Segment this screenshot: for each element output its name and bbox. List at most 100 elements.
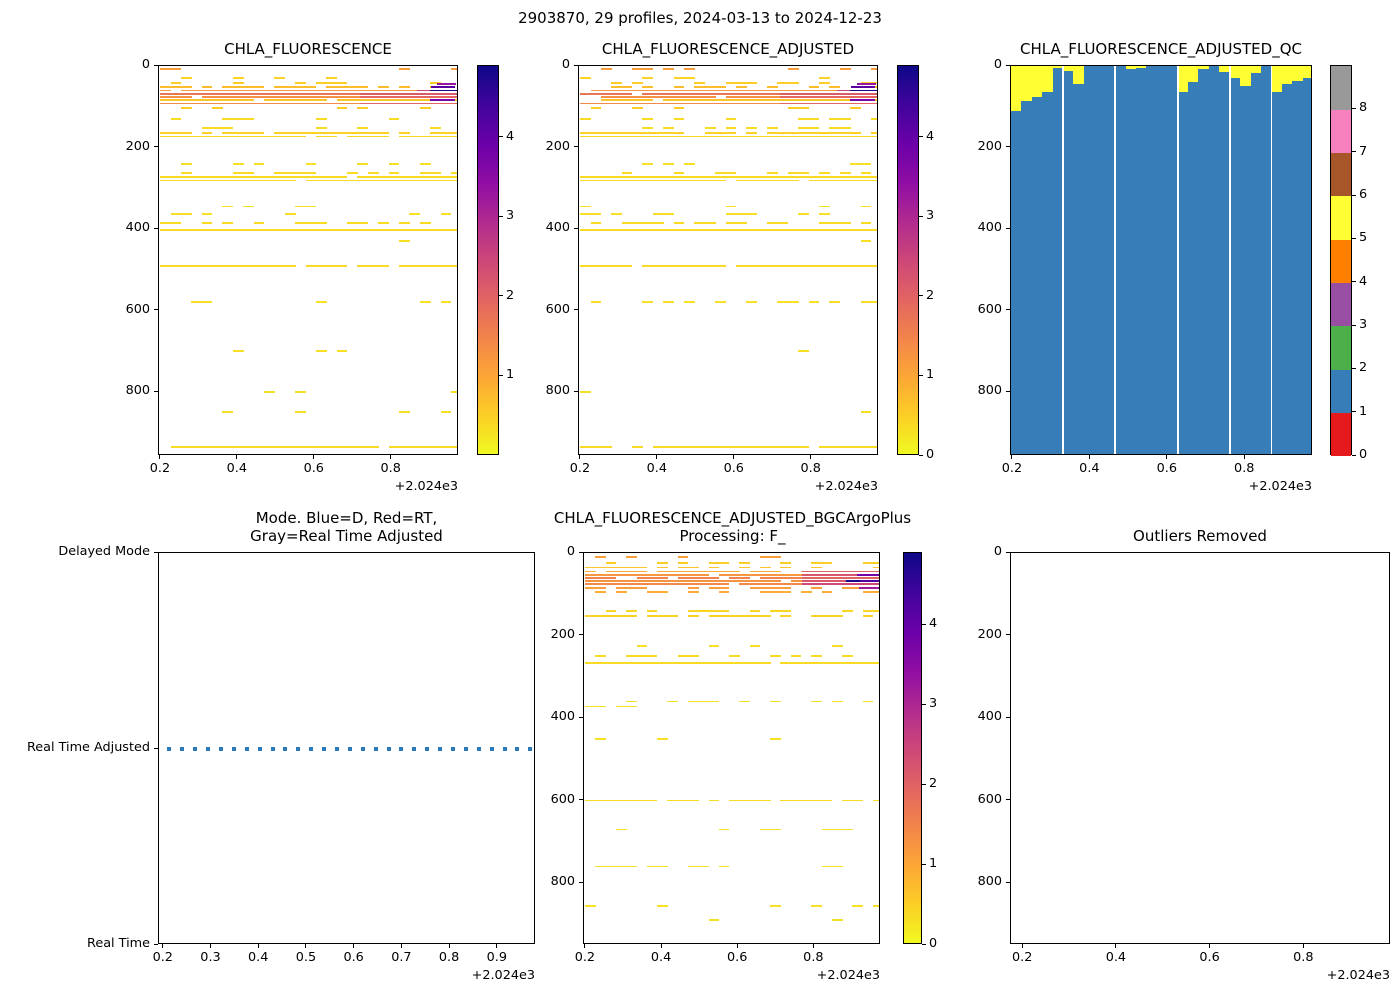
scatter-dash	[347, 86, 358, 89]
scatter-dash	[683, 99, 695, 102]
scatter-dash	[694, 446, 706, 448]
scatter-dash	[870, 446, 877, 448]
scatter-dash	[872, 905, 879, 908]
scatter-dash	[160, 86, 171, 89]
scatter-dash	[652, 446, 664, 448]
scatter-dash	[759, 615, 771, 618]
scatter-dash	[739, 562, 751, 565]
scatter-dash	[694, 179, 706, 182]
scatter-dash	[388, 176, 400, 179]
scatter-dash	[842, 609, 853, 612]
scatter-dash	[829, 228, 841, 231]
scatter-dash	[378, 135, 389, 138]
qc-column-flag5	[1219, 66, 1231, 73]
scatter-dash	[657, 573, 668, 576]
scatter-dash	[160, 92, 171, 95]
scatter-dash	[636, 573, 648, 576]
scatter-dash	[687, 615, 699, 618]
scatter-dash	[677, 570, 689, 573]
scatter-dash	[829, 301, 841, 304]
scatter-dash	[450, 135, 457, 138]
scatter-dash	[367, 171, 379, 174]
scatter-dash	[657, 570, 668, 573]
x-tick-mark	[584, 944, 586, 948]
scatter-dash	[767, 96, 778, 98]
scatter-dash	[590, 179, 602, 182]
scatter-dash	[326, 82, 338, 84]
scatter-dash	[652, 179, 664, 182]
scatter-dash-highlight	[429, 89, 457, 92]
qc-column-flag5	[1125, 66, 1137, 70]
scatter-dash	[253, 132, 265, 135]
scatter-dash	[378, 132, 389, 135]
scatter-dash	[253, 96, 265, 98]
scatter-dash	[430, 171, 441, 174]
scatter-dash	[829, 179, 841, 182]
y-tick-mark	[1006, 881, 1010, 883]
scatter-dash	[585, 799, 596, 802]
scatter-dash	[409, 135, 421, 138]
scatter-dash	[808, 179, 820, 182]
scatter-dash	[652, 264, 664, 267]
scatter-dash	[704, 89, 716, 92]
scatter-dash	[632, 82, 643, 84]
x-tick-label: 0.2	[574, 950, 596, 965]
scatter-dash	[708, 570, 720, 573]
scatter-dash	[683, 228, 695, 231]
scatter-dash	[611, 82, 623, 84]
scatter-dash	[626, 580, 637, 582]
mode-dot	[412, 747, 417, 751]
scatter-dash	[222, 135, 234, 138]
scatter-dash	[759, 576, 771, 579]
y-tick-label: 600	[550, 791, 575, 807]
scatter-dash	[767, 171, 778, 174]
scatter-dash	[430, 82, 441, 84]
y-tick-label: 800	[545, 383, 570, 399]
scatter-dash-highlight	[801, 576, 879, 579]
scatter-dash	[746, 132, 758, 135]
scatter-dash	[243, 118, 254, 120]
scatter-dash	[673, 99, 685, 102]
scatter-dash	[440, 228, 452, 231]
scatter-dash	[715, 264, 726, 267]
mode-dot	[335, 747, 339, 751]
scatter-dash	[430, 132, 441, 135]
scatter-dash	[708, 644, 720, 647]
scatter-dash	[821, 828, 833, 831]
y-tick-mark	[579, 634, 583, 636]
scatter-dash	[611, 264, 623, 267]
scatter-dash	[201, 264, 213, 267]
scatter-dash	[698, 573, 709, 576]
scatter-dash	[600, 96, 612, 98]
scatter-dash	[860, 228, 872, 231]
scatter-dash	[683, 162, 695, 165]
scatter-dash	[263, 102, 275, 105]
scatter-dash	[430, 127, 441, 129]
scatter-dash	[829, 135, 841, 138]
scatter-dash	[872, 609, 879, 612]
scatter-dash	[419, 162, 431, 165]
scatter-dash	[367, 446, 379, 448]
scatter-dash	[295, 89, 306, 92]
scatter-dash	[652, 228, 664, 231]
x-tick-label: 0.6	[1199, 950, 1220, 965]
scatter-dash	[621, 228, 633, 231]
colorbar-tick-mark	[919, 136, 923, 138]
qc-column-flag1	[1115, 66, 1127, 454]
mode-dot	[438, 747, 443, 751]
x-tick-label: 0.6	[723, 461, 744, 476]
scatter-dash	[746, 179, 758, 182]
scatter-dash	[704, 176, 716, 179]
scatter-dash	[398, 99, 410, 102]
scatter-dash	[698, 576, 709, 579]
scatter-dash	[842, 587, 853, 589]
scatter-dash	[839, 221, 851, 224]
scatter-dash	[222, 228, 234, 231]
scatter-dash-highlight	[859, 580, 879, 582]
qc-column-flag5	[1021, 66, 1033, 101]
scatter-dash	[263, 176, 275, 179]
scatter-dash	[704, 446, 716, 448]
scatter-dash	[398, 179, 410, 182]
scatter-dash	[735, 96, 747, 98]
scatter-dash	[180, 135, 192, 138]
